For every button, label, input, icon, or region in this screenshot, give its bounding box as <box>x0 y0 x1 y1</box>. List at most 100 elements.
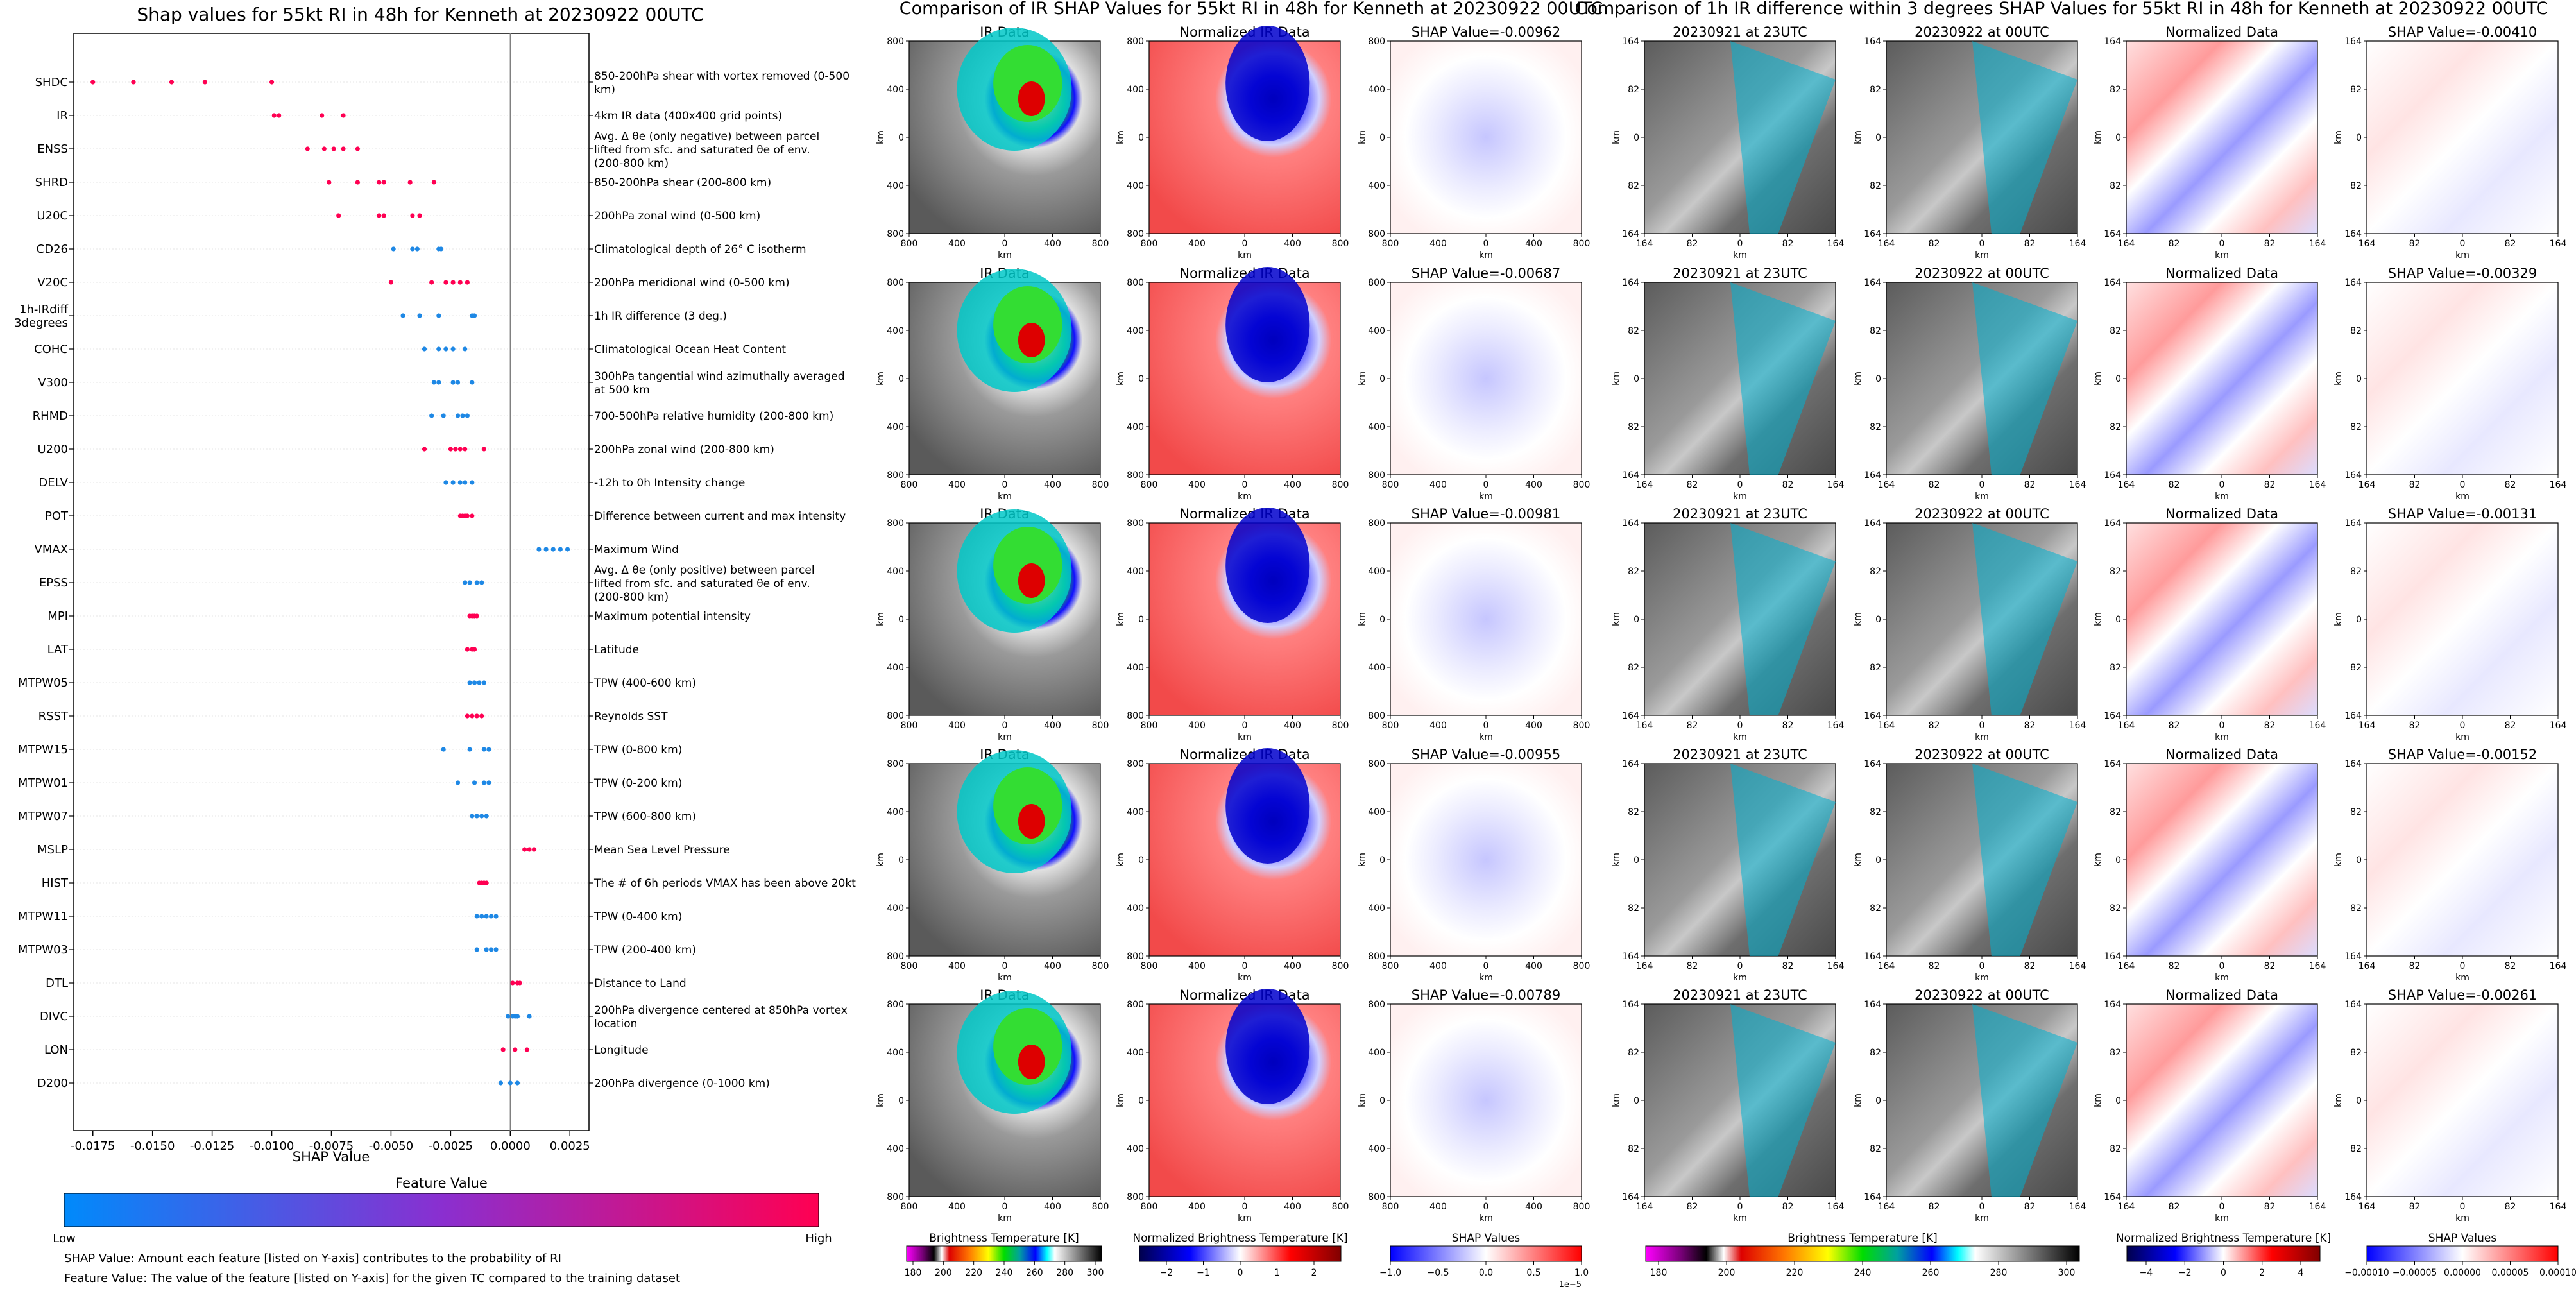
shap-point <box>457 280 463 285</box>
shap-point <box>470 513 475 518</box>
panel-y-tick-label: 164 <box>1864 759 1881 769</box>
panel-x-tick-label: 164 <box>2358 721 2376 731</box>
panel-x-axis-label: km <box>2455 250 2469 260</box>
panel-x-tick-label: 0 <box>2219 961 2225 971</box>
feature-description-label: Mean Sea Level Pressure <box>594 844 730 857</box>
image-panel <box>2366 1003 2559 1197</box>
panel-x-tick-label: 0 <box>1979 961 1985 971</box>
panel-x-axis-label: km <box>1733 250 1747 260</box>
panel-x-tick-label: 164 <box>1878 480 1895 490</box>
panel-y-tick-label: 82 <box>2110 903 2121 914</box>
panel-x-tick-label: 400 <box>1525 239 1542 249</box>
panel-x-axis-label: km <box>1479 491 1493 502</box>
panel-x-tick-label: 164 <box>2118 1202 2135 1212</box>
panel-y-tick-label: 800 <box>1368 952 1385 962</box>
panel-x-tick-label: 400 <box>1044 721 1061 731</box>
shap-point <box>481 680 487 685</box>
feature-name-label: U20C <box>37 209 68 223</box>
panel-y-tick-label: 400 <box>1127 1048 1144 1058</box>
colorbar-tick-label: −2 <box>1160 1268 1173 1278</box>
shap-point <box>467 680 472 685</box>
panel-y-tick-label: 82 <box>2350 567 2362 577</box>
panel-y-tick-label: 82 <box>1628 326 1639 336</box>
panel-x-tick-label: 400 <box>1044 1202 1061 1212</box>
panel-x-tick-label: 164 <box>1827 961 1845 971</box>
x-tick-label: -0.0175 <box>71 1140 115 1153</box>
panel-y-tick-label: 800 <box>887 470 904 481</box>
colorbar-tick-label: −4 <box>2140 1268 2153 1278</box>
panel-y-tick-label: 82 <box>2350 663 2362 673</box>
feature-description-label: 200hPa meridional wind (0-500 km) <box>594 277 790 289</box>
shap-point <box>493 947 499 952</box>
panel-x-tick-label: 164 <box>2069 1202 2086 1212</box>
panel-y-axis-label: km <box>1116 853 1126 867</box>
panel-x-tick-label: 0 <box>1483 480 1489 490</box>
shap-point <box>508 1080 513 1086</box>
shap-point <box>506 1014 511 1019</box>
panel-x-tick-label: 0 <box>2219 480 2225 490</box>
panel-y-tick-label: 0 <box>1379 1096 1385 1106</box>
panel-x-tick-label: 400 <box>1429 721 1447 731</box>
shap-point <box>479 914 484 919</box>
cold-cloud-region <box>1225 508 1310 623</box>
footnote-feature-value: Feature Value: The value of the feature … <box>64 1272 680 1285</box>
panel-x-tick-label: 164 <box>2358 961 2376 971</box>
shap-point <box>431 180 436 185</box>
panel-x-tick-label: 400 <box>1188 721 1206 731</box>
shap-point <box>527 847 532 852</box>
shap-point <box>355 180 360 185</box>
shap-point <box>467 580 472 585</box>
image-panel <box>2126 282 2318 475</box>
panel-y-tick-label: 82 <box>2350 807 2362 817</box>
colorbar-label: Brightness Temperature [K] <box>1787 1232 1937 1245</box>
panel-x-tick-label: 0 <box>2219 239 2225 249</box>
x-tick-label: -0.0050 <box>369 1140 413 1153</box>
panel-x-tick-label: 164 <box>2118 480 2135 490</box>
panel-y-tick-label: 0 <box>898 615 904 625</box>
ir-diff-comparison: Comparison of 1h IR difference within 3 … <box>1574 0 2576 1278</box>
panel-x-tick-label: 400 <box>1429 480 1447 490</box>
feature-name-label: D200 <box>37 1077 68 1090</box>
panel-y-tick-label: 0 <box>2356 615 2362 625</box>
feature-description-label: TPW (0-800 km) <box>593 744 682 756</box>
panel-x-tick-label: 0 <box>1483 1202 1489 1212</box>
panel-x-tick-label: 82 <box>1782 480 1794 490</box>
panel-y-tick-label: 0 <box>1875 1096 1881 1106</box>
panel-y-tick-label: 0 <box>2356 374 2362 384</box>
colorbar-tick-label: −0.00005 <box>2393 1268 2437 1278</box>
panel-y-tick-label: 800 <box>887 1192 904 1202</box>
convective-center <box>1018 563 1045 598</box>
colorbar-tick-label: 0.00005 <box>2492 1268 2529 1278</box>
shap-point <box>474 947 479 952</box>
panel-x-axis-label: km <box>1238 732 1252 742</box>
panel-y-tick-label: 164 <box>1864 229 1881 239</box>
panel-x-tick-label: 0 <box>1242 239 1248 249</box>
panel-title: 20230922 at 00UTC <box>1915 987 2049 1003</box>
panel-y-tick-label: 164 <box>1864 711 1881 721</box>
feature-name-label: U200 <box>37 443 68 456</box>
panel-x-tick-label: 164 <box>2358 1202 2376 1212</box>
feature-name-label: MSLP <box>37 843 68 857</box>
panel-y-tick-label: 164 <box>2344 759 2362 769</box>
panel-y-tick-label: 82 <box>1628 807 1639 817</box>
panel-x-axis-label: km <box>1733 491 1747 502</box>
panel-x-tick-label: 0 <box>1242 1202 1248 1212</box>
panel-y-tick-label: 800 <box>1127 1192 1144 1202</box>
panel-title: Normalized Data <box>2165 266 2278 281</box>
panel-x-axis-label: km <box>2455 491 2469 502</box>
feature-description-label: 200hPa divergence (0-1000 km) <box>594 1077 770 1090</box>
panel-y-tick-label: 800 <box>1127 229 1144 239</box>
colorbar <box>906 1245 1102 1262</box>
feature-name-label: DTL <box>46 977 68 990</box>
panel-y-tick-label: 400 <box>1368 326 1385 336</box>
panel-x-tick-label: 164 <box>1878 239 1895 249</box>
panel-y-tick-label: 400 <box>1127 1144 1144 1154</box>
panel-x-tick-label: 0 <box>1979 239 1985 249</box>
panel-x-tick-label: 0 <box>1002 480 1008 490</box>
cloud-band <box>1730 41 1836 234</box>
panel-x-tick-label: 164 <box>1878 721 1895 731</box>
panel-x-tick-label: 82 <box>1782 1202 1794 1212</box>
panel-y-tick-label: 82 <box>2110 422 2121 432</box>
panel-x-tick-label: 800 <box>1141 721 1158 731</box>
panel-y-tick-label: 164 <box>1622 37 1639 47</box>
